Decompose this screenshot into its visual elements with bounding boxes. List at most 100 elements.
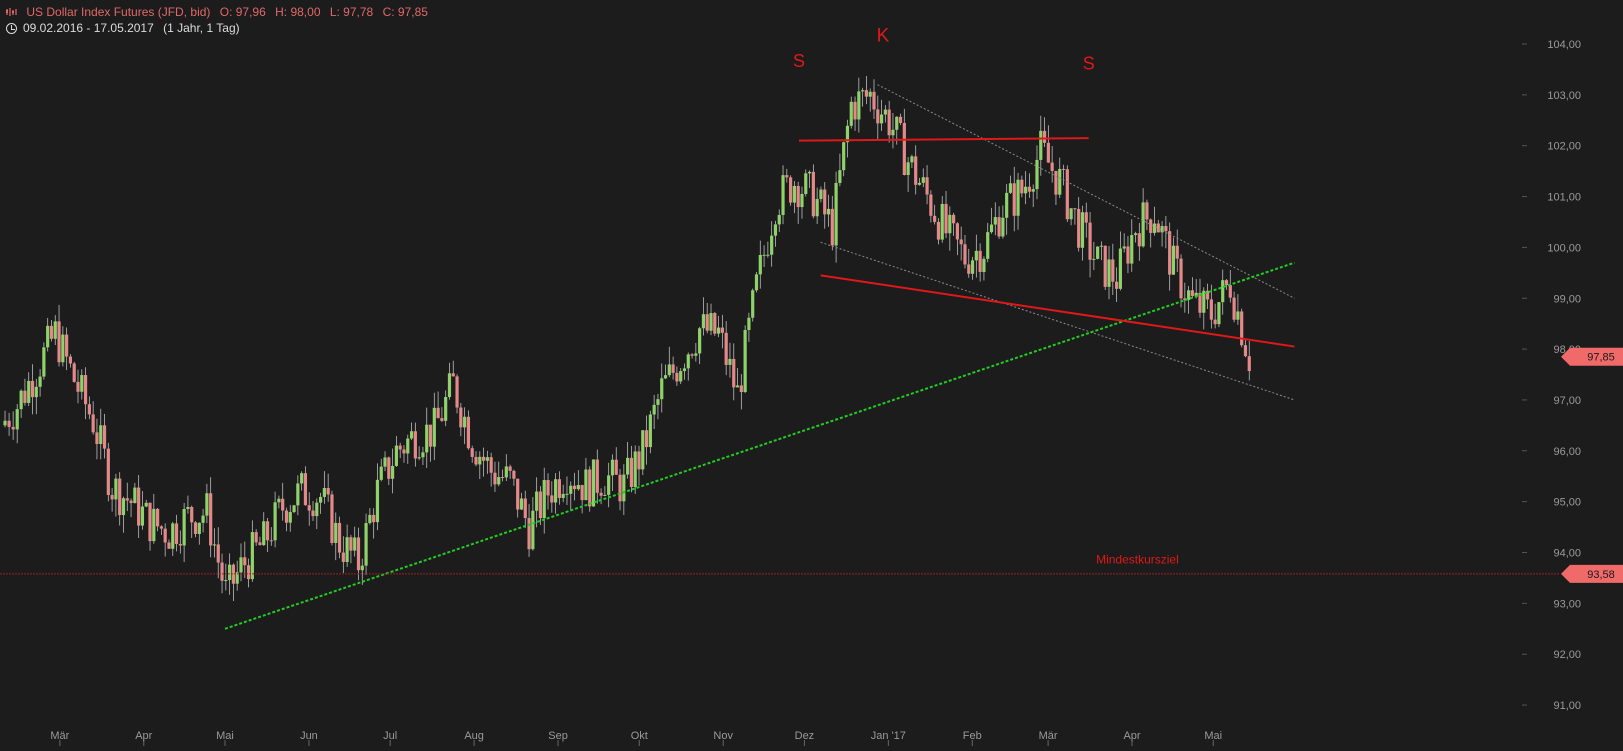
candle-up [197, 522, 201, 534]
candle-down [1145, 202, 1149, 220]
annotation-head: K [877, 25, 890, 46]
candle-up [409, 431, 414, 439]
support-trend-line [224, 261, 1295, 630]
candle-down [1179, 258, 1183, 299]
candle-up [709, 313, 713, 331]
candle-down [91, 414, 95, 433]
candle-up [447, 373, 452, 398]
candle-up [800, 193, 804, 208]
candle-up [561, 493, 565, 498]
neckline [820, 274, 1295, 348]
candle-down [356, 537, 361, 571]
candle-down [1065, 169, 1069, 220]
candle-down [898, 116, 903, 123]
candle-down [1054, 170, 1058, 195]
candle-down [281, 498, 285, 511]
candle-up [834, 182, 838, 246]
candle-up [114, 478, 118, 500]
x-tick-label: Dez [795, 730, 815, 742]
candle-down [546, 480, 550, 496]
candle-up [591, 459, 596, 507]
x-tick-label: Jun [300, 730, 318, 742]
candle-up [1096, 246, 1100, 259]
candle-up [1118, 248, 1122, 289]
candle-up [781, 175, 785, 215]
candle-up [1141, 202, 1145, 247]
candle-down [106, 448, 110, 495]
candle-up [383, 457, 387, 467]
candle-up [1152, 223, 1157, 233]
candle-up [735, 385, 740, 388]
candle-down [372, 514, 376, 523]
candle-down [713, 313, 717, 334]
candle-up [1236, 311, 1240, 320]
candle-up [698, 328, 702, 354]
candle-down [102, 425, 107, 449]
candle-down [690, 354, 694, 356]
candle-down [516, 478, 520, 510]
candle-down [1114, 281, 1119, 289]
candle-down [167, 542, 171, 549]
channel-upper-line [877, 84, 1295, 299]
x-tick-label: Mai [216, 730, 234, 742]
candle-down [811, 171, 815, 217]
target-price-label: 93,58 [1587, 569, 1615, 581]
candle-down [853, 101, 857, 120]
candle-up [345, 537, 349, 562]
candle-up [205, 493, 209, 516]
candle-down [231, 564, 236, 584]
candle-up [182, 509, 186, 546]
candle-up [986, 232, 990, 259]
candle-up [1133, 233, 1138, 236]
candle-up [842, 142, 846, 171]
candle-down [523, 498, 527, 519]
candle-down [595, 459, 599, 493]
candle-down [902, 122, 906, 176]
candle-up [27, 380, 31, 403]
candle-up [861, 90, 865, 92]
candle-up [406, 438, 410, 454]
candle-up [224, 580, 228, 582]
candle-up [235, 572, 239, 584]
candle-up [15, 409, 19, 430]
candle-up [565, 493, 569, 495]
candle-down [470, 448, 474, 457]
instrument-name: US Dollar Index Futures (JFD, bid) [26, 5, 211, 19]
candle-down [243, 557, 247, 566]
candle-down [1073, 208, 1077, 210]
candle-down [1126, 246, 1130, 264]
y-tick-label: 95,00 [1553, 497, 1581, 509]
low-value: L: 97,78 [329, 5, 374, 19]
candle-down [963, 244, 967, 265]
candle-down [1168, 231, 1172, 275]
candle-down [481, 456, 486, 461]
annotation-target-label: Mindestkursziel [1096, 553, 1179, 567]
candle-down [944, 203, 948, 234]
candle-down [929, 194, 933, 216]
candle-down [887, 109, 891, 136]
candle-up [622, 474, 626, 502]
candle-up [99, 425, 103, 445]
candle-up [444, 397, 448, 421]
candle-up [531, 510, 535, 550]
candle-down [1240, 311, 1244, 346]
candle-down [1061, 168, 1066, 170]
candle-up [747, 317, 751, 331]
candle-down [1042, 130, 1047, 143]
high-value: H: 98,00 [275, 5, 321, 19]
candle-down [675, 372, 679, 382]
candle-up [228, 564, 232, 581]
candle-down [155, 508, 160, 527]
candle-down [614, 459, 618, 475]
candle-down [550, 495, 554, 503]
candle-down [500, 477, 505, 479]
candle-down [220, 562, 224, 581]
candle-down [163, 528, 167, 543]
instrument-header: US Dollar Index Futures (JFD, bid) O: 97… [6, 5, 434, 19]
candle-down [1077, 208, 1081, 248]
candle-down [732, 358, 736, 388]
x-tick-label: Mär [1039, 730, 1058, 742]
candle-down [1247, 356, 1251, 372]
candle-down [258, 542, 262, 546]
